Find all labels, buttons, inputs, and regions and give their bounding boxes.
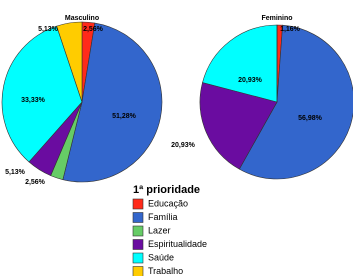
- legend-swatch: [132, 225, 144, 237]
- legend-label: Educação: [148, 198, 188, 208]
- pie-slice: [62, 22, 163, 183]
- legend-swatch: [132, 198, 144, 210]
- pie-title: Masculino: [65, 15, 99, 22]
- legend-swatch: [132, 212, 144, 223]
- value-label: 2,56%: [83, 26, 104, 33]
- legend-label: Família: [148, 212, 178, 222]
- pie-slice: [202, 24, 278, 103]
- legend-title: 1ª prioridade: [133, 184, 200, 196]
- value-label: 1,16%: [280, 26, 301, 33]
- legend-swatch: [132, 239, 144, 250]
- legend-label: Lazer: [148, 225, 171, 235]
- legend-swatch: [132, 252, 144, 264]
- pie-slice: [56, 21, 83, 103]
- legend-label: Espiritualidade: [148, 239, 207, 249]
- value-label: 5,13%: [5, 169, 26, 176]
- pie-title: Feminino: [261, 15, 292, 22]
- pie-slice: [199, 82, 278, 170]
- legend-swatch: [132, 266, 144, 276]
- value-label: 51,28%: [112, 113, 137, 120]
- pie-slice: [238, 24, 353, 180]
- pie-slice: [1, 25, 83, 163]
- value-label: 20,93%: [238, 77, 263, 84]
- value-label: 20,93%: [171, 142, 196, 149]
- value-label: 5,13%: [38, 26, 59, 33]
- value-label: 56,98%: [298, 115, 323, 122]
- value-label: 2,56%: [25, 179, 46, 186]
- legend-label: Trabalho: [148, 266, 183, 276]
- value-label: 33,33%: [21, 97, 46, 104]
- legend-label: Saúde: [148, 252, 174, 262]
